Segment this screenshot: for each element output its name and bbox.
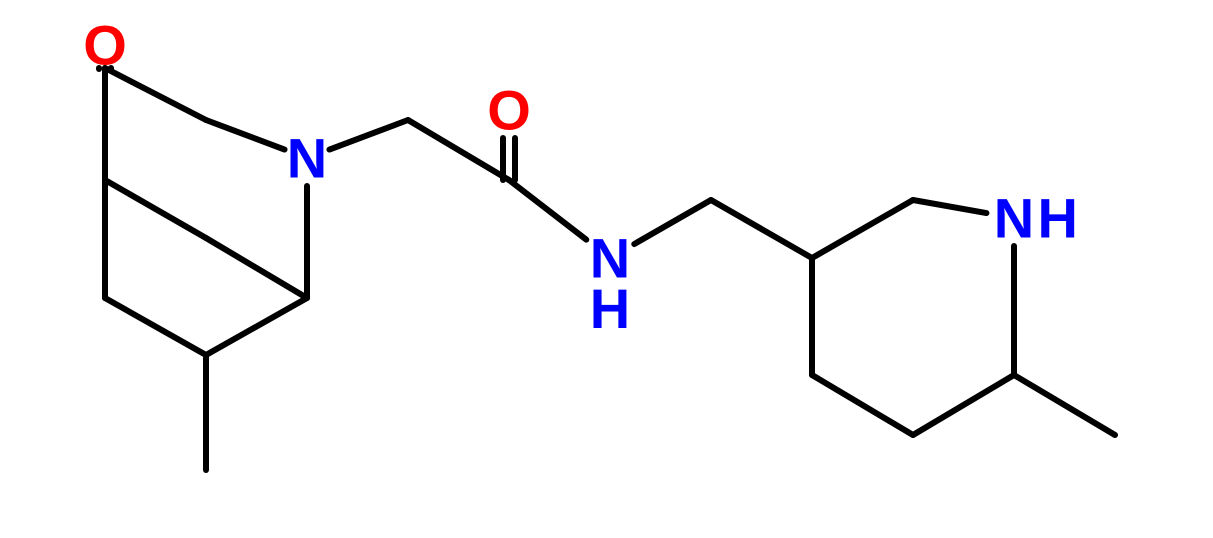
n-atom: N — [287, 127, 327, 190]
molecule-diagram: ONONHNH — [0, 0, 1213, 538]
o-atom: O — [487, 79, 531, 142]
h-atom: H — [590, 277, 630, 340]
n-atom: N — [994, 187, 1034, 250]
h-atom: H — [1037, 187, 1077, 250]
o-atom: O — [83, 14, 127, 77]
